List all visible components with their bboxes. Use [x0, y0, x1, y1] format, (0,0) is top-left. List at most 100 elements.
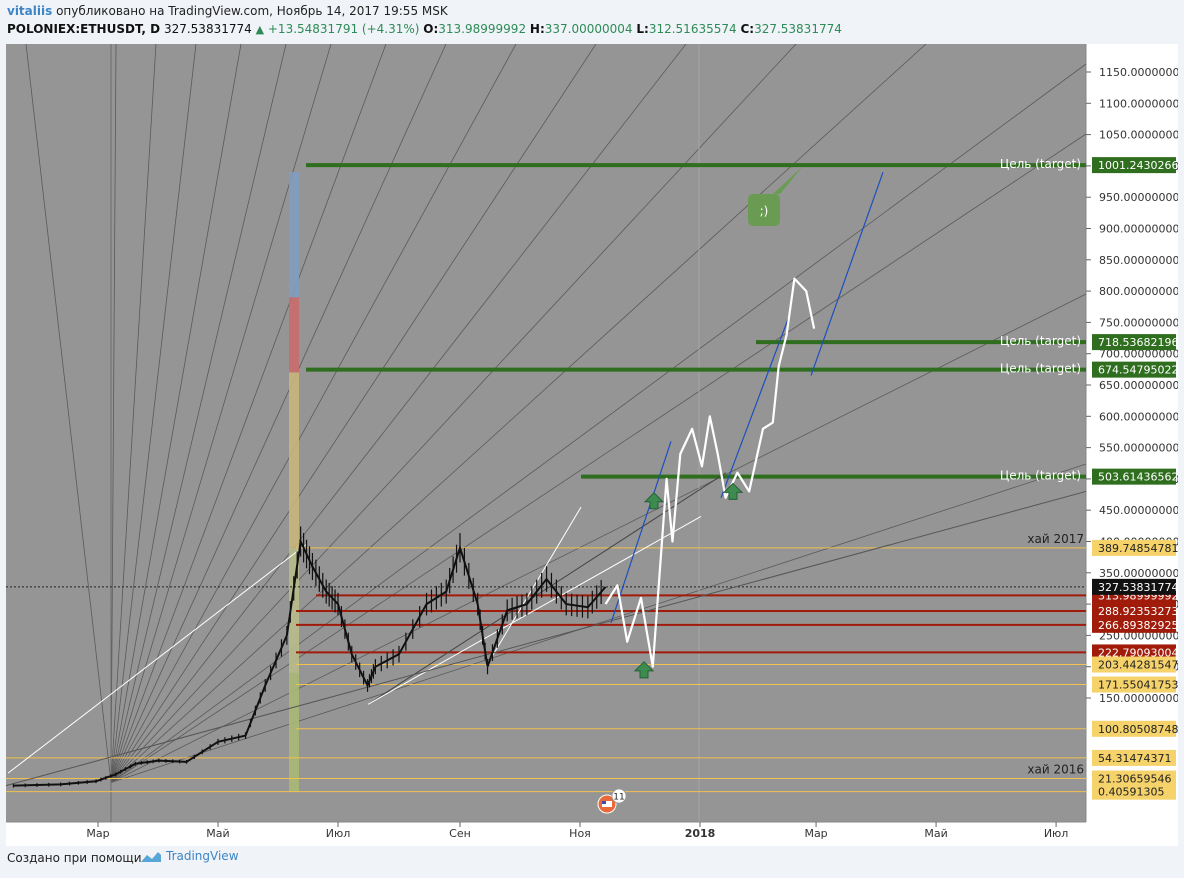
- fan-line: [110, 43, 242, 783]
- close-label: C:: [740, 22, 755, 36]
- price-tick-label: 950.00000000: [1099, 191, 1178, 204]
- price-tick-label: 350.00000000: [1099, 567, 1178, 580]
- channel-line: [720, 319, 789, 498]
- footer: Создано при помощи TradingView: [0, 846, 1184, 878]
- price-tick-label: 750.00000000: [1099, 316, 1178, 329]
- annotations: ;) 11: [597, 166, 803, 814]
- level-label-bg: [1092, 468, 1176, 485]
- price-tick-label: 1100.00000000: [1099, 97, 1178, 110]
- level-label-bg: [1092, 644, 1176, 661]
- fib-band: [289, 297, 299, 373]
- close-value: 327.53831774: [754, 22, 842, 36]
- channel-line: [810, 171, 884, 376]
- fan-line: [110, 43, 197, 783]
- trend-line: [7, 544, 307, 774]
- tradingview-logo-icon: [141, 851, 161, 862]
- tradingview-link[interactable]: TradingView: [140, 849, 239, 864]
- price-tick-label: 150.00000000: [1099, 692, 1178, 705]
- time-tick-label: Сен: [449, 827, 471, 840]
- fib-bands: [289, 172, 299, 792]
- arrow-shape: [722, 482, 744, 500]
- trend-line: [485, 506, 582, 667]
- level-label-bg: [1092, 539, 1176, 556]
- trend-lines: [5, 171, 1087, 787]
- chart-area[interactable]: Цель (target) Цель (target) Цель (target) Ц…: [5, 43, 1184, 846]
- plot-background: [6, 44, 1086, 822]
- level-note: хай 2017: [1027, 532, 1084, 546]
- level-label: 222.79093004: [1098, 646, 1178, 659]
- level-label: 266.89382925: [1098, 619, 1178, 632]
- price-tick-label: 900.00000000: [1099, 223, 1178, 236]
- fan-line: [110, 293, 1087, 783]
- price-series: [12, 526, 607, 788]
- time-tick-label: Мар: [86, 827, 109, 840]
- open-value: 313.98999992: [438, 22, 527, 36]
- time-tick-label: Июл: [326, 827, 351, 840]
- price-tick-label: 1150.00000000: [1099, 66, 1178, 79]
- fib-band: [289, 372, 299, 548]
- time-tick-label: Мар: [804, 827, 827, 840]
- level-label: 171.55041753: [1098, 679, 1178, 692]
- made-with-text: Создано при помощи: [7, 851, 142, 865]
- level-label: 203.44281547: [1098, 659, 1178, 672]
- level-label-bg: [1092, 334, 1176, 351]
- level-label: 718.53682196: [1098, 336, 1178, 349]
- fib-band: [289, 172, 299, 298]
- time-tick-label: 2018: [685, 827, 716, 840]
- time-tick-label: Май: [206, 827, 229, 840]
- level-note: хай 2016: [1027, 763, 1084, 777]
- level-label-bg: [1092, 157, 1176, 174]
- level-label: 288.92353273: [1098, 605, 1178, 618]
- buy-arrow-icon: [643, 492, 665, 510]
- level-labels: 1001.24302660 718.53682196 674.54795022 503…: [1092, 157, 1184, 800]
- level-label-bg: [1092, 783, 1176, 800]
- fib-band: [289, 547, 299, 673]
- trend-line: [5, 490, 1087, 787]
- flag-stripe: [602, 801, 612, 807]
- price-tick-label: 650.00000000: [1099, 379, 1178, 392]
- high-value: 337.00000004: [544, 22, 633, 36]
- ohlc-bar: POLONIEX:ETHUSDT, D 327.53831774 ▲ +13.5…: [7, 22, 842, 36]
- level-label: 0.40591305: [1098, 786, 1164, 799]
- level-label: 54.31474371: [1098, 752, 1171, 765]
- level-label-bg: [1092, 616, 1176, 633]
- fan-line: [110, 63, 1087, 783]
- level-label-bg: [1092, 720, 1176, 737]
- brand-label: TradingView: [166, 849, 239, 863]
- high-label: H:: [529, 22, 545, 36]
- level-label-bg: [1092, 770, 1176, 787]
- author-link[interactable]: vitaliis: [7, 4, 53, 18]
- time-tick-label: Июл: [1044, 827, 1069, 840]
- trend-line: [367, 516, 702, 705]
- price-tick-label: 550.00000000: [1099, 442, 1178, 455]
- speech-bubble-text: ;): [760, 204, 769, 218]
- level-label: 100.80508748: [1098, 723, 1178, 736]
- fan-line: [110, 463, 1087, 783]
- fan-line: [110, 43, 117, 783]
- level-note: Цель (target): [1000, 334, 1081, 348]
- publish-info: vitaliis опубликовано на TradingView.com…: [7, 4, 448, 18]
- horizontal-levels: Цель (target) Цель (target) Цель (target) Ц…: [6, 157, 1086, 793]
- low-label: L:: [636, 22, 649, 36]
- level-label-bg: [1092, 676, 1176, 693]
- time-axis: Мар Май Июл Сен Ноя 2018 Мар Май Июл: [86, 822, 1068, 840]
- level-label: 1001.24302660: [1098, 159, 1178, 172]
- speech-bubble-shape: [748, 166, 803, 226]
- buy-arrow-icon: [633, 661, 655, 679]
- current-price-label: 327.53831774: [1098, 581, 1178, 594]
- level-label: 503.61436562: [1098, 471, 1178, 484]
- price-chart[interactable]: Цель (target) Цель (target) Цель (target) Ц…: [5, 43, 1184, 846]
- level-label-bg: [1092, 656, 1176, 673]
- flag-canton: [602, 801, 606, 804]
- low-value: 312.51635574: [648, 22, 737, 36]
- buy-arrows: [633, 482, 744, 679]
- speech-bubble: ;): [748, 166, 803, 226]
- level-note: Цель (target): [1000, 362, 1081, 376]
- open-label: O:: [423, 22, 439, 36]
- arrow-shape: [643, 492, 665, 510]
- level-note: Цель (target): [1000, 469, 1081, 483]
- level-label: 21.30659546: [1098, 773, 1171, 786]
- fib-band: [289, 672, 299, 792]
- fan-line: [25, 43, 112, 783]
- time-tick-label: Май: [924, 827, 947, 840]
